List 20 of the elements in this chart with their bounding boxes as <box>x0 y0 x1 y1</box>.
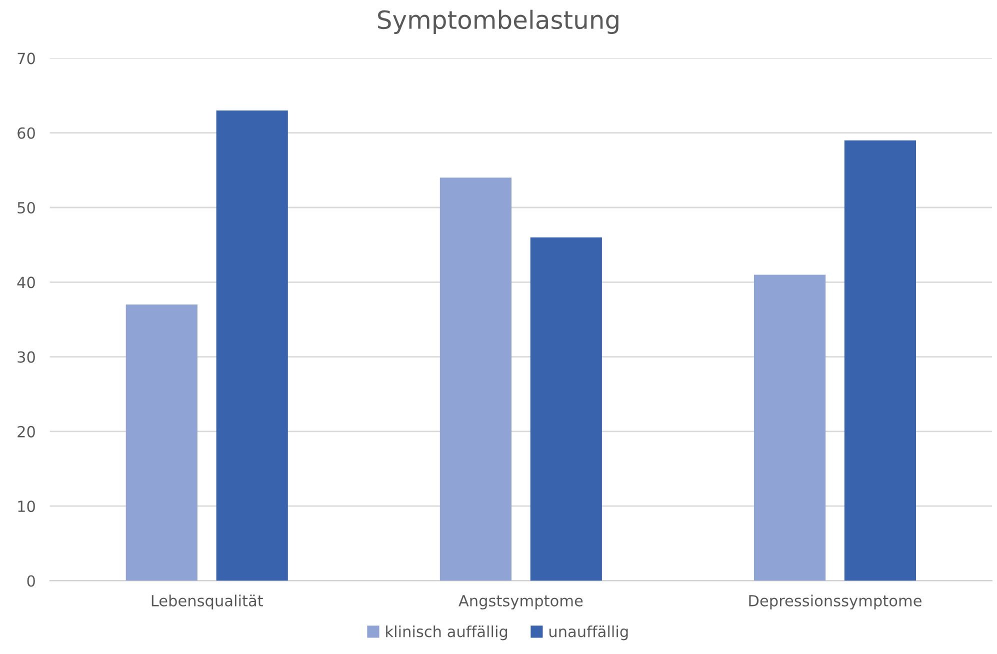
y-tick-label: 40 <box>17 276 35 288</box>
legend-label: unauffällig <box>549 625 628 640</box>
y-tick-label: 20 <box>18 426 35 438</box>
y-tick-label: 60 <box>18 127 35 139</box>
bar <box>754 274 826 581</box>
bar <box>440 178 512 581</box>
legend-label: klinisch auffällig <box>386 625 508 640</box>
y-tick-label: 70 <box>18 52 35 64</box>
bar <box>844 140 916 581</box>
y-tick-label: 50 <box>18 202 35 214</box>
chart-title: Symptombelastung <box>378 10 618 34</box>
y-tick-label: 10 <box>18 500 35 512</box>
y-tick-label: 0 <box>27 575 35 587</box>
x-tick-label: Depressionssymptome <box>749 594 922 610</box>
bar <box>126 304 198 581</box>
bar <box>216 110 288 581</box>
y-tick-label: 30 <box>18 351 35 363</box>
x-tick-label: Angstsymptome <box>458 595 583 610</box>
bar <box>530 237 602 581</box>
x-tick-label: Lebensqualität <box>152 594 263 610</box>
